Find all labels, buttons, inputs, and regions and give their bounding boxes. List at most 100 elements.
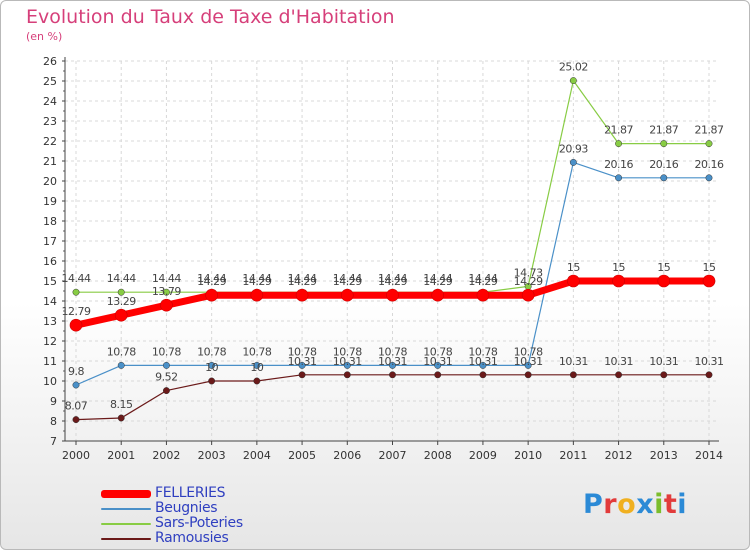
data-label-felleries: 14.29: [197, 275, 226, 288]
data-label-felleries: 14.29: [423, 275, 452, 288]
data-point-felleries: [160, 298, 173, 312]
data-point-ramousies: [253, 377, 261, 385]
data-label-felleries: 13.79: [152, 285, 181, 298]
data-point-ramousies: [208, 377, 216, 385]
data-point-sars-poteries: [72, 288, 80, 296]
data-point-ramousies: [660, 371, 668, 379]
data-label-beugnies: 10.78: [288, 345, 317, 358]
legend-item: Ramousies: [101, 531, 243, 546]
logo-letter: o: [617, 489, 637, 520]
data-label-ramousies: 10.31: [514, 355, 543, 368]
legend-label: Beugnies: [155, 500, 218, 516]
x-tick-label: 2003: [198, 449, 226, 462]
y-tick-label: 7: [50, 435, 57, 448]
data-point-felleries: [295, 288, 309, 302]
data-label-beugnies: 10.78: [107, 345, 136, 358]
chart-title: Evolution du Taux de Taxe d'Habitation: [26, 6, 395, 28]
data-label-ramousies: 10.31: [288, 355, 317, 368]
data-label-sars-poteries: 14.44: [242, 272, 271, 285]
x-tick-label: 2000: [62, 449, 90, 462]
data-label-ramousies: 9.52: [155, 371, 178, 384]
data-point-felleries: [521, 288, 535, 302]
data-label-beugnies: 10.78: [197, 345, 226, 358]
data-point-felleries: [612, 274, 625, 288]
y-tick-label: 22: [43, 135, 57, 148]
data-label-felleries: 15: [703, 261, 716, 274]
x-tick-label: 2011: [559, 449, 587, 462]
data-label-beugnies: 20.16: [695, 158, 724, 171]
x-tick-label: 2004: [243, 449, 271, 462]
legend-swatch: [101, 507, 151, 510]
data-label-ramousies: 10: [205, 361, 218, 374]
data-point-beugnies: [615, 174, 623, 182]
data-label-sars-poteries: 14.44: [62, 272, 91, 285]
data-label-felleries: 15: [657, 261, 670, 274]
data-label-sars-poteries: 14.44: [378, 272, 407, 285]
data-point-ramousies: [72, 416, 80, 424]
x-tick-label: 2013: [650, 449, 678, 462]
logo-letter: r: [603, 489, 618, 520]
legend-label: Sars-Poteries: [155, 515, 243, 531]
y-tick-label: 24: [43, 95, 57, 108]
legend-label: Ramousies: [155, 530, 229, 546]
data-point-felleries: [657, 274, 671, 288]
x-tick-label: 2002: [152, 449, 180, 462]
data-point-beugnies: [343, 361, 351, 369]
y-tick-label: 20: [43, 175, 57, 188]
y-tick-label: 16: [43, 255, 57, 268]
data-label-beugnies: 10.78: [333, 345, 362, 358]
y-tick-label: 14: [43, 295, 57, 308]
data-label-beugnies: 10.78: [152, 345, 181, 358]
data-label-ramousies: 10: [250, 361, 263, 374]
y-tick-label: 13: [43, 315, 57, 328]
y-tick-label: 25: [43, 75, 57, 88]
x-tick-label: 2012: [605, 449, 633, 462]
data-label-beugnies: 10.78: [468, 345, 497, 358]
data-point-beugnies: [298, 361, 306, 369]
data-label-felleries: 14.29: [378, 275, 407, 288]
data-point-sars-poteries: [569, 77, 577, 85]
legend-swatch: [101, 537, 151, 540]
data-label-ramousies: 10.31: [378, 355, 407, 368]
x-tick-label: 2014: [695, 449, 723, 462]
data-label-beugnies: 20.16: [604, 158, 633, 171]
y-tick-label: 9: [50, 395, 57, 408]
data-point-ramousies: [524, 371, 532, 379]
data-point-ramousies: [162, 387, 170, 395]
data-point-felleries: [386, 288, 399, 302]
chart-subtitle: (en %): [26, 30, 63, 43]
data-point-felleries: [69, 318, 83, 332]
data-point-felleries: [340, 288, 354, 302]
data-point-ramousies: [705, 371, 713, 379]
data-label-sars-poteries: 21.87: [695, 124, 724, 137]
x-tick-label: 2008: [424, 449, 452, 462]
logo-letter: P: [583, 489, 604, 520]
data-label-felleries: 14.29: [288, 275, 317, 288]
data-label-sars-poteries: 25.02: [559, 61, 588, 74]
data-point-beugnies: [660, 174, 668, 182]
logo-letter: x: [636, 489, 655, 520]
y-tick-label: 8: [50, 415, 57, 428]
data-label-felleries: 14.29: [242, 275, 271, 288]
legend-item: FELLERIES: [101, 486, 243, 501]
data-point-felleries: [567, 274, 580, 288]
legend-item: Sars-Poteries: [101, 516, 243, 531]
y-tick-label: 18: [43, 215, 57, 228]
data-label-beugnies: 9.8: [68, 365, 84, 378]
data-point-ramousies: [479, 371, 487, 379]
data-label-felleries: 14.29: [468, 275, 497, 288]
data-point-beugnies: [253, 361, 261, 369]
data-label-ramousies: 10.31: [649, 355, 678, 368]
data-label-sars-poteries: 14.44: [333, 272, 362, 285]
legend-label: FELLERIES: [155, 485, 226, 501]
x-tick-label: 2009: [469, 449, 497, 462]
data-point-beugnies: [479, 361, 487, 369]
legend-swatch: [101, 489, 151, 498]
x-tick-label: 2006: [333, 449, 361, 462]
data-label-sars-poteries: 14.44: [107, 272, 136, 285]
proxiti-logo: Proxiti: [583, 489, 687, 520]
y-tick-label: 10: [43, 375, 57, 388]
data-label-ramousies: 10.31: [333, 355, 362, 368]
